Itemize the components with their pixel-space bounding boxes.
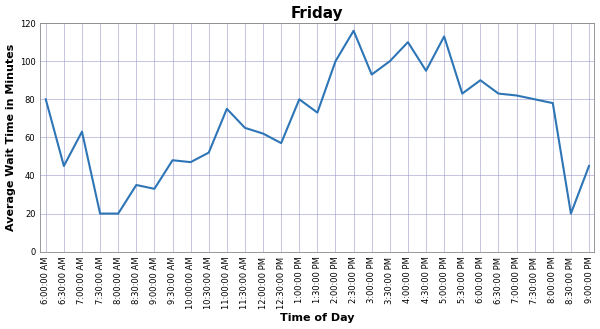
Y-axis label: Average Wait Time in Minutes: Average Wait Time in Minutes: [5, 44, 16, 231]
Title: Friday: Friday: [291, 6, 344, 20]
X-axis label: Time of Day: Time of Day: [280, 314, 355, 323]
